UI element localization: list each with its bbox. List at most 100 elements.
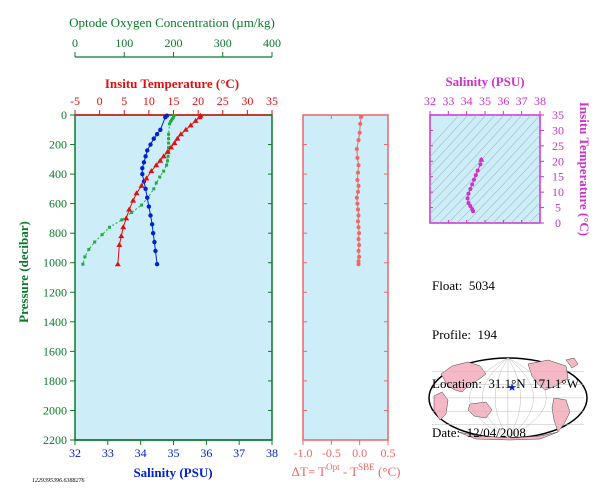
delta-title-a: ΔT= T (292, 464, 327, 479)
temperature-tick-label: 10 (143, 94, 155, 108)
delta-point (358, 121, 363, 126)
salinity-tick-label: 38 (266, 446, 278, 460)
pressure-tick-label: 1200 (43, 285, 67, 299)
map-longitude-line (507, 357, 534, 439)
delta-point (355, 155, 360, 160)
oxygen-point (165, 163, 169, 167)
temperature-tick-label: 0 (97, 94, 103, 108)
temperature-point (153, 162, 160, 168)
temperature-point (164, 148, 171, 154)
map-land-australia (467, 401, 493, 419)
ts-density-contour (430, 115, 514, 206)
salinity-point (140, 165, 145, 171)
ts-point (473, 173, 478, 178)
delta-point (355, 189, 360, 194)
salinity-point (146, 204, 152, 209)
ts-point (466, 191, 471, 196)
ts-xtick-label: 37 (516, 94, 528, 108)
delta-axis-ticks: -1.0 -0.5 0.0 0.5 (294, 114, 396, 460)
delta-plot-background (302, 114, 389, 441)
oxygen-point (93, 240, 97, 244)
salinity-point (153, 248, 158, 254)
ts-density-contour (430, 115, 496, 187)
temperature-point (196, 114, 203, 120)
delta-series-group (354, 114, 364, 267)
salinity-point (149, 222, 155, 227)
ts-ytick-label: 0 (555, 216, 561, 230)
pressure-tick-label: 800 (49, 226, 67, 240)
pressure-tick-label: 2000 (43, 403, 67, 417)
temperature-tick-label: 5 (121, 94, 127, 108)
delta-point (357, 254, 362, 259)
temperature-point (123, 215, 130, 221)
map-land-greenland (565, 357, 579, 369)
pressure-axis-ticks: 0 200 400 600 800 1000 1200 1400 1600 1800 2000 220… (43, 108, 272, 447)
temperature-point (120, 224, 127, 230)
oxygen-tick-label: 400 (263, 36, 281, 50)
ts-density-contour (465, 144, 540, 223)
map-land-south-america (551, 397, 571, 433)
ts-density-contour (430, 115, 469, 158)
delta-point (356, 138, 361, 143)
ts-density-contour (456, 134, 540, 223)
delta-point (356, 262, 361, 267)
map-graticule (432, 357, 584, 439)
temperature-point (138, 182, 145, 188)
delta-tick-label: -0.5 (322, 446, 341, 460)
ts-density-contour (430, 115, 478, 167)
map-land-africa (433, 391, 449, 421)
oxygen-point (107, 225, 111, 229)
temperature-point (174, 135, 181, 141)
map-land-north-america (527, 359, 569, 391)
delta-tick-label: 0.0 (352, 446, 367, 460)
delta-axis-title: ΔT= TOpt - TSBE (°C) (292, 462, 401, 479)
ts-density-contour (447, 124, 540, 223)
ts-salinity-title: Salinity (PSU) (445, 74, 524, 89)
delta-point (357, 130, 362, 135)
ts-point (478, 162, 483, 167)
main-series-group (81, 112, 204, 267)
delta-title-b: Opt (326, 462, 340, 472)
ts-density-contour (430, 115, 505, 196)
ts-density-contour (483, 163, 540, 223)
ts-density-contour (430, 115, 523, 215)
temperature-point (148, 168, 155, 174)
pressure-tick-label: 1600 (43, 344, 67, 358)
ts-ytick-label: 20 (552, 154, 564, 168)
temperature-tick-label: 35 (266, 94, 278, 108)
ts-density-contour (474, 154, 540, 223)
temperature-point (114, 261, 121, 267)
ts-density-contour (528, 211, 540, 223)
salinity-tick-label: 33 (102, 446, 114, 460)
delta-point (357, 231, 362, 236)
map-longitude-line (494, 357, 509, 439)
ts-density-contour (537, 220, 540, 223)
ts-density-contour (519, 202, 540, 223)
salinity-point (152, 239, 157, 245)
oxygen-point (162, 169, 166, 173)
footer-id: 1229395396.6388276 (32, 478, 85, 484)
ts-xtick-label: 38 (534, 94, 546, 108)
temperature-point (160, 153, 167, 159)
delta-point (354, 146, 359, 151)
salinity-tick-label: 37 (233, 446, 245, 460)
salinity-point (148, 213, 153, 218)
ts-ytick-label: 5 (555, 201, 561, 215)
ts-density-contour (430, 115, 460, 148)
pressure-axis-title: Pressure (decibar) (16, 221, 31, 323)
temperature-point (133, 190, 140, 196)
map-longitude-line (469, 357, 509, 439)
ts-point (466, 200, 471, 205)
delta-point (357, 243, 362, 247)
ts-ytick-label: 30 (552, 123, 564, 137)
delta-title-d: SBE (358, 462, 375, 472)
delta-point (356, 213, 361, 218)
temperature-point (116, 242, 123, 247)
ts-plot-background (429, 114, 541, 224)
ts-ytick-label: 10 (552, 185, 564, 199)
temperature-point (182, 126, 189, 132)
pressure-tick-label: 1800 (43, 374, 67, 388)
salinity-axis-ticks: 32 33 34 35 36 37 38 (69, 440, 278, 460)
delta-title-e: (°C) (375, 464, 401, 479)
delta-point (359, 114, 364, 119)
